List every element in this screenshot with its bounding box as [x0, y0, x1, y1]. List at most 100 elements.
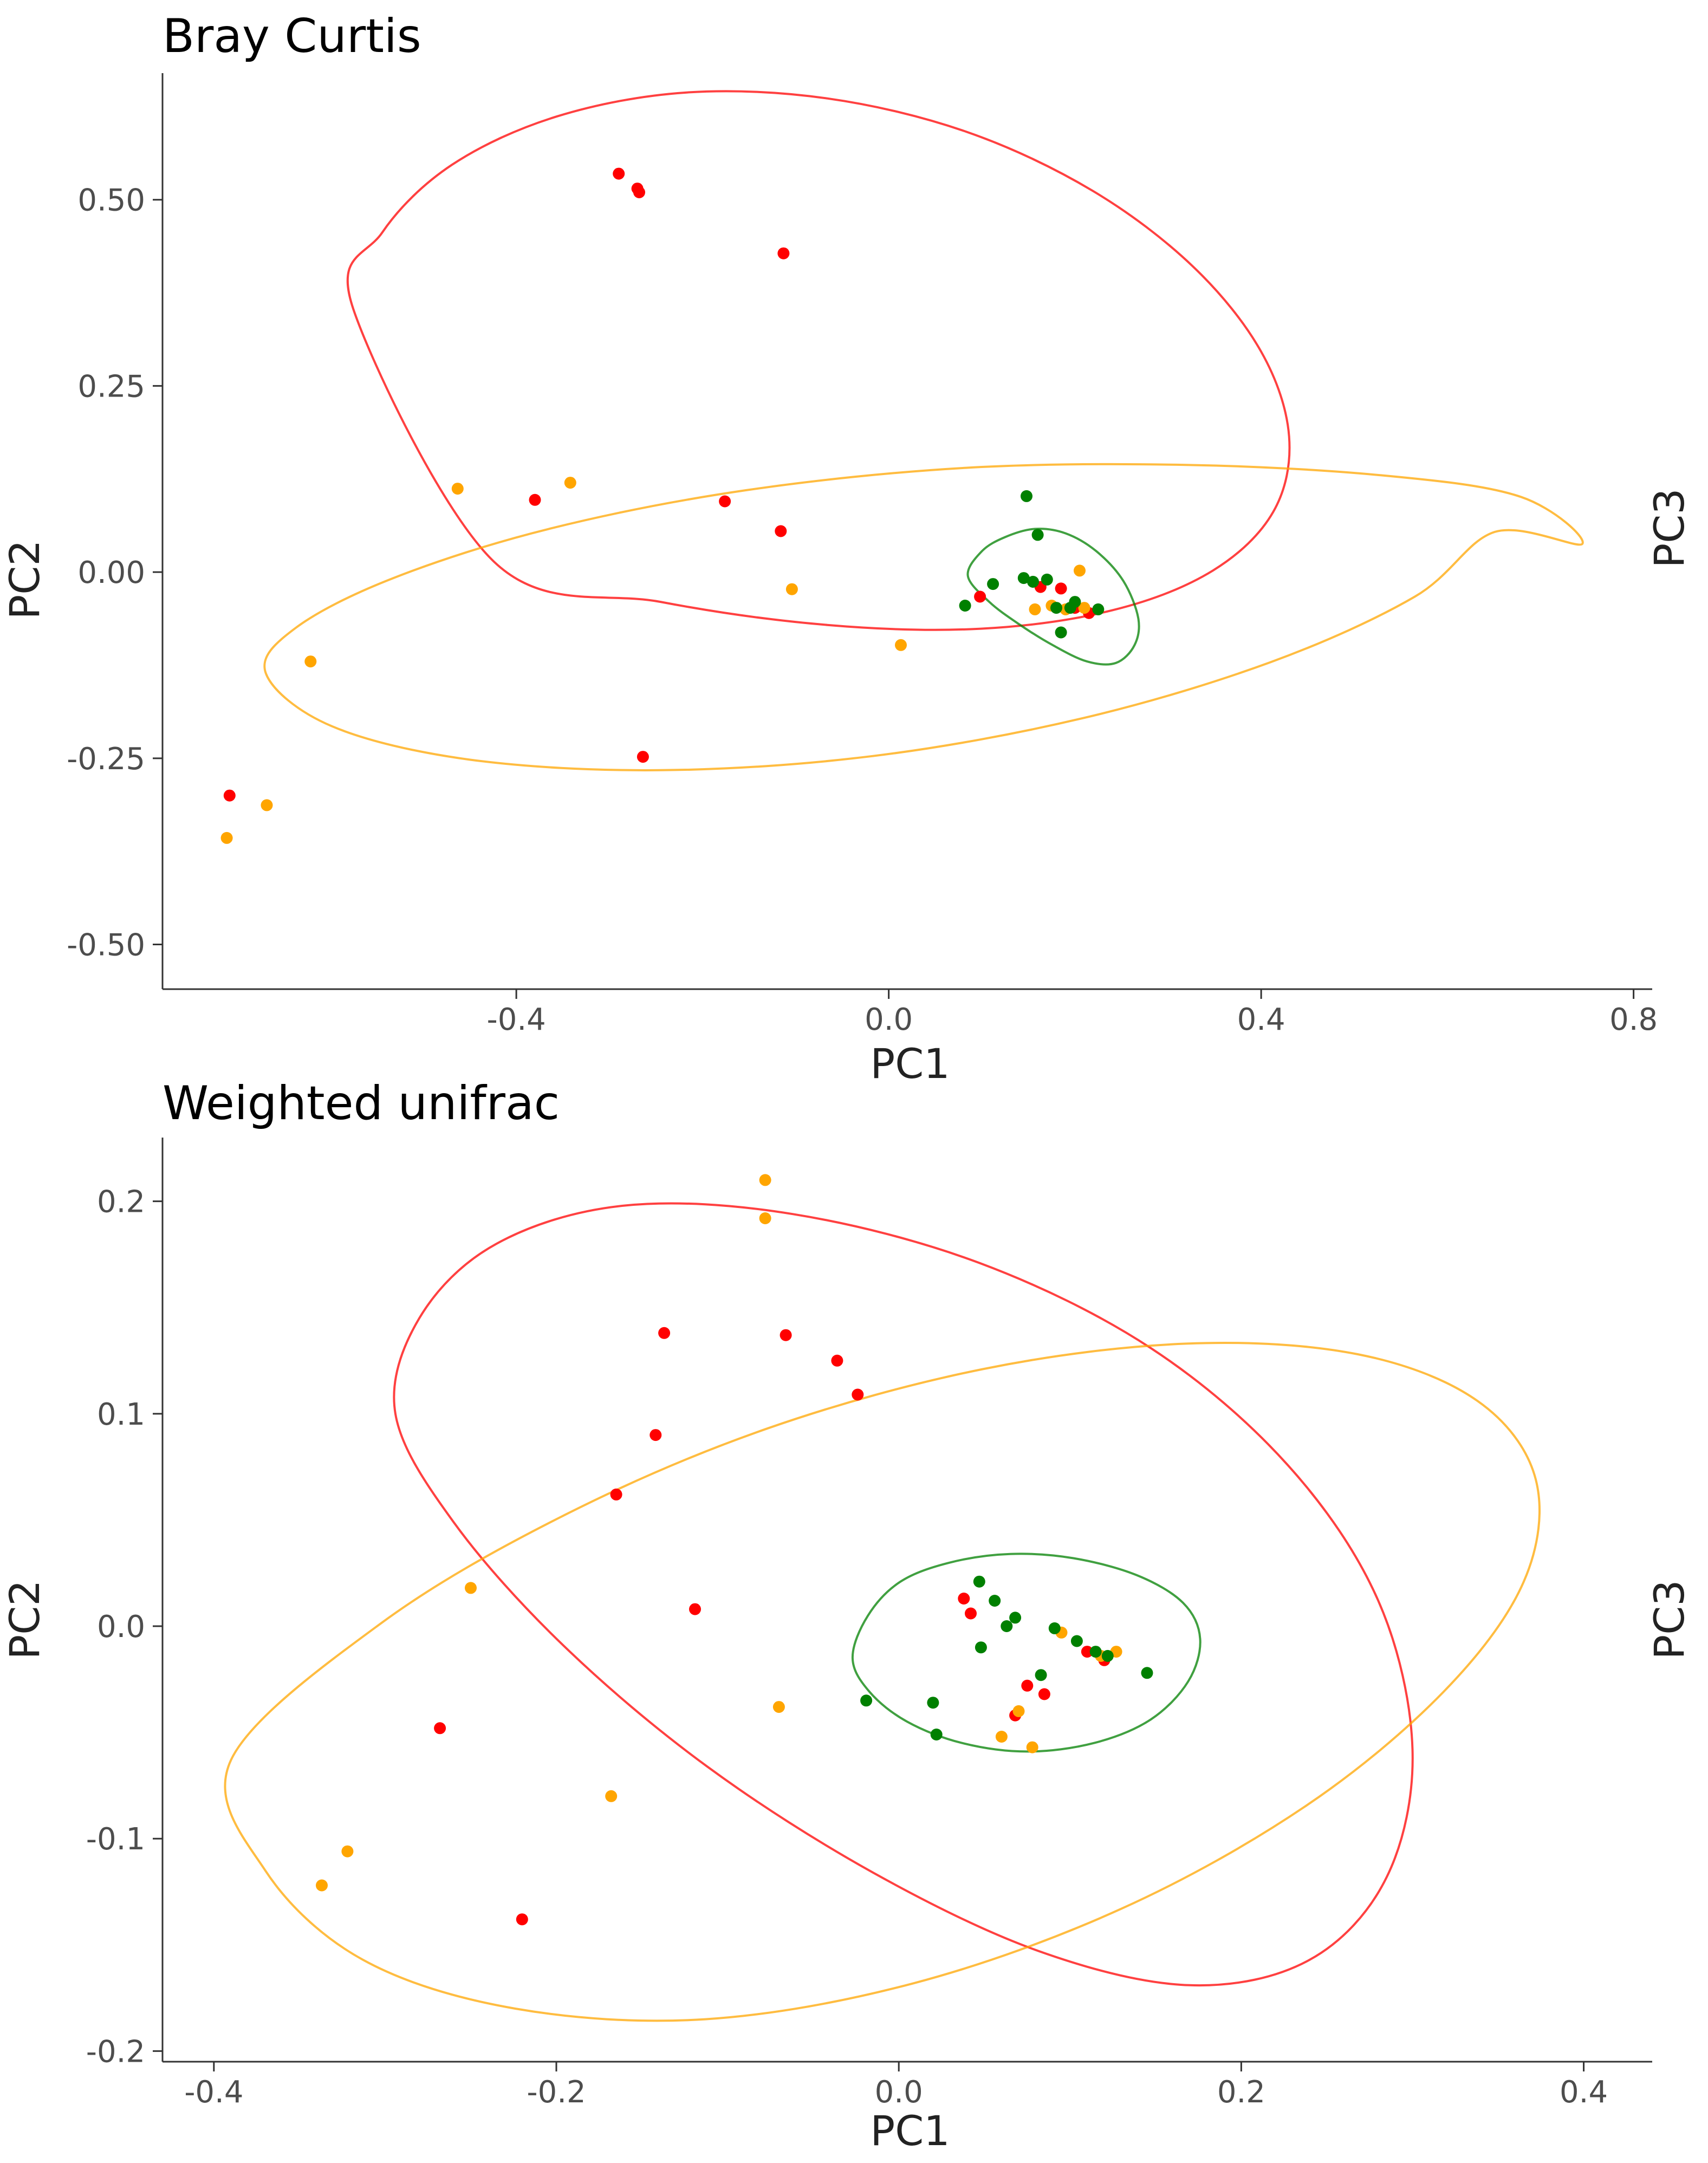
red-point: [1055, 582, 1067, 595]
y-tick-label: -0.50: [67, 928, 145, 963]
x-tick-label: -0.4: [184, 2075, 243, 2110]
red-point: [689, 1603, 701, 1615]
data-points: [316, 1174, 1153, 1926]
y-tick-label: -0.25: [67, 742, 145, 777]
orange-point: [564, 477, 576, 489]
red-point: [610, 1488, 622, 1501]
x-tick-label: 0.0: [865, 1002, 913, 1037]
x-tick-label: -0.4: [486, 1002, 545, 1037]
green-point: [1031, 529, 1044, 541]
green-point: [987, 578, 999, 590]
weighted-unifrac-panel: Weighted unifrac PC2 PC3 PC1 -0.4 -0.2 0.0…: [1, 1076, 1693, 2155]
y-tick-label: 0.25: [77, 369, 145, 404]
y-tick-label: 0.2: [97, 1185, 145, 1220]
green-point: [927, 1697, 939, 1709]
orange-point: [895, 639, 907, 651]
green-point: [1069, 596, 1081, 608]
y-tick-label: 0.00: [77, 555, 145, 590]
right-axis-label: PC3: [1645, 488, 1693, 568]
red-point: [613, 167, 625, 180]
x-axis-label: PC1: [870, 2107, 950, 2155]
green-point: [1041, 573, 1053, 586]
confidence-ellipses: [224, 1202, 1541, 2022]
x-tick-label: 0.2: [1217, 2075, 1265, 2110]
red-point: [780, 1329, 792, 1341]
red-ellipse: [346, 90, 1291, 631]
red-point: [775, 525, 787, 537]
x-tick-label: 0.8: [1609, 1002, 1658, 1037]
confidence-ellipses: [263, 90, 1584, 771]
red-point: [965, 1607, 977, 1620]
red-point: [1021, 1679, 1034, 1692]
red-point: [516, 1913, 528, 1926]
green-point: [1048, 1622, 1061, 1634]
data-points: [220, 167, 1105, 844]
orange-point: [1074, 564, 1086, 577]
green-point: [973, 1575, 985, 1588]
red-point: [434, 1722, 446, 1735]
orange-point: [759, 1212, 771, 1224]
red-point: [529, 493, 541, 506]
red-point: [777, 247, 790, 259]
orange-point: [316, 1879, 328, 1892]
axis-ticks: -0.4 0.0 0.4 0.8 -0.50 -0.25 0.00 0.25 0.50: [67, 183, 1658, 1037]
x-axis-label: PC1: [870, 1040, 950, 1088]
orange-point: [465, 1582, 477, 1594]
green-point: [1055, 626, 1067, 639]
green-point: [1001, 1620, 1013, 1632]
y-axis-label: PC2: [1, 1580, 49, 1659]
green-point: [860, 1694, 873, 1707]
orange-point: [1026, 1741, 1038, 1753]
green-point: [975, 1641, 987, 1654]
chart-title: Bray Curtis: [163, 9, 421, 63]
green-point: [989, 1595, 1001, 1607]
red-point: [719, 495, 731, 508]
green-ellipse: [966, 528, 1140, 666]
orange-ellipse: [263, 463, 1584, 771]
green-ellipse: [851, 1553, 1202, 1753]
green-point: [1009, 1612, 1022, 1624]
y-tick-label: 0.1: [97, 1397, 145, 1432]
red-point: [637, 751, 649, 763]
green-point: [1021, 490, 1032, 502]
orange-point: [451, 483, 464, 495]
green-point: [1017, 572, 1030, 584]
orange-point: [304, 655, 317, 668]
chart-title: Weighted unifrac: [163, 1076, 560, 1131]
y-tick-label: -0.2: [86, 2034, 145, 2069]
red-point: [831, 1354, 843, 1367]
orange-point: [1029, 603, 1041, 615]
red-point: [1081, 1646, 1093, 1658]
red-point: [1038, 1688, 1050, 1700]
green-point: [959, 600, 971, 612]
red-point: [958, 1593, 970, 1605]
bray-curtis-panel: Bray Curtis PC2 PC3 PC1 -0.4 0.0 0.4 0.8-0.…: [1, 9, 1693, 1088]
green-point: [1050, 602, 1062, 614]
green-point: [930, 1729, 943, 1740]
orange-point: [995, 1731, 1008, 1743]
green-point: [1101, 1649, 1114, 1662]
orange-point: [341, 1845, 354, 1857]
green-point: [1141, 1667, 1153, 1679]
orange-point: [605, 1790, 618, 1802]
orange-point: [772, 1701, 785, 1713]
red-point: [650, 1429, 662, 1441]
green-point: [1089, 1646, 1102, 1658]
y-axis-label: PC2: [1, 540, 49, 619]
green-point: [1092, 603, 1105, 615]
right-axis-label: PC3: [1645, 1580, 1693, 1659]
x-tick-label: 0.4: [1560, 2075, 1608, 2110]
y-tick-label: -0.1: [86, 1822, 145, 1857]
red-point: [223, 789, 236, 802]
green-point: [1027, 576, 1039, 588]
red-point: [633, 186, 645, 198]
red-point: [852, 1388, 864, 1401]
red-ellipse: [393, 1202, 1414, 1987]
green-point: [1035, 1669, 1047, 1681]
y-tick-label: 0.50: [77, 183, 145, 218]
x-tick-label: 0.4: [1237, 1002, 1285, 1037]
orange-point: [785, 583, 798, 595]
orange-point: [1078, 602, 1090, 614]
red-point: [658, 1327, 671, 1339]
